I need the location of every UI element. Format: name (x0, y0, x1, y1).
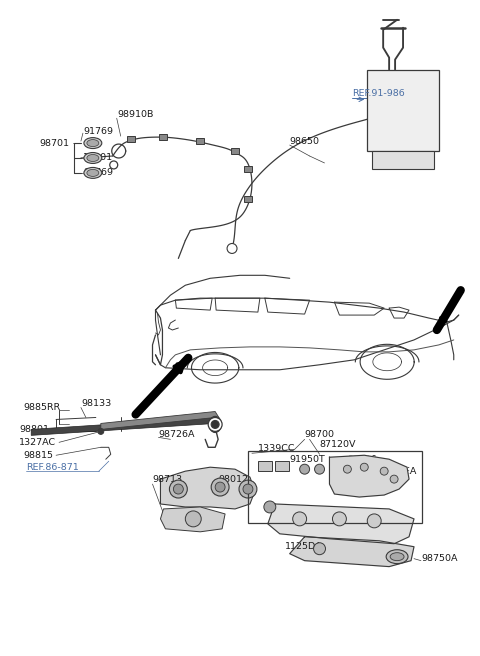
Text: 9885RR: 9885RR (23, 403, 60, 412)
Polygon shape (290, 537, 414, 567)
Bar (127, 136, 134, 142)
Circle shape (367, 514, 381, 528)
Bar (248, 451, 422, 523)
Polygon shape (101, 411, 220, 430)
Circle shape (239, 480, 257, 498)
Circle shape (390, 475, 398, 483)
Bar (244, 166, 252, 172)
Text: 98750A: 98750A (421, 554, 457, 563)
Circle shape (227, 243, 237, 253)
Circle shape (343, 465, 351, 473)
Polygon shape (31, 417, 215, 436)
Circle shape (380, 467, 388, 475)
Ellipse shape (84, 138, 102, 148)
Text: 98012: 98012 (218, 475, 248, 483)
Text: 98701: 98701 (39, 138, 69, 148)
Text: REF.91-986: REF.91-986 (352, 89, 405, 98)
Polygon shape (268, 504, 414, 544)
Circle shape (169, 480, 187, 498)
Text: 98700: 98700 (305, 430, 335, 439)
Text: 91769: 91769 (83, 169, 113, 177)
Circle shape (333, 512, 347, 526)
Bar (372, 151, 434, 169)
Circle shape (185, 511, 201, 527)
Circle shape (211, 420, 219, 428)
Text: 98650: 98650 (290, 136, 320, 146)
Text: 1327AC: 1327AC (19, 438, 57, 447)
Ellipse shape (390, 553, 404, 561)
Ellipse shape (87, 140, 99, 146)
Ellipse shape (84, 153, 102, 163)
Bar (196, 138, 204, 144)
Text: 98726A: 98726A (158, 430, 195, 439)
Text: 98815: 98815 (23, 451, 53, 460)
Circle shape (215, 482, 225, 492)
Circle shape (211, 478, 229, 496)
Circle shape (208, 417, 222, 432)
Text: 98710: 98710 (348, 455, 377, 464)
Ellipse shape (386, 550, 408, 564)
Bar (231, 148, 239, 154)
Circle shape (264, 501, 276, 513)
Circle shape (293, 512, 307, 526)
Bar (367, 70, 439, 151)
Ellipse shape (87, 155, 99, 161)
Circle shape (98, 428, 104, 434)
Text: 98910B: 98910B (118, 110, 154, 119)
Polygon shape (329, 455, 409, 497)
Text: 1339CC: 1339CC (258, 444, 295, 453)
Text: 17301: 17301 (83, 154, 113, 163)
Ellipse shape (84, 167, 102, 178)
Circle shape (243, 484, 253, 494)
Circle shape (300, 464, 310, 474)
Ellipse shape (209, 417, 221, 432)
Bar (159, 134, 168, 140)
Circle shape (360, 463, 368, 471)
Text: 1249EA: 1249EA (381, 466, 418, 476)
Circle shape (313, 543, 325, 555)
Circle shape (314, 464, 324, 474)
Text: 87120V: 87120V (320, 440, 356, 449)
Text: 98133: 98133 (81, 399, 111, 408)
Text: REF.86-871: REF.86-871 (26, 462, 79, 472)
Circle shape (110, 161, 118, 169)
Bar (275, 461, 288, 471)
Circle shape (173, 484, 183, 494)
Polygon shape (160, 467, 255, 509)
Polygon shape (160, 507, 225, 532)
Text: 91950T: 91950T (290, 455, 325, 464)
Text: 98713: 98713 (153, 475, 182, 483)
Bar (258, 461, 272, 471)
Text: 1125DA: 1125DA (285, 543, 323, 551)
Text: 91769: 91769 (83, 127, 113, 136)
Text: 98801: 98801 (19, 425, 49, 434)
Bar (244, 195, 252, 202)
Ellipse shape (87, 169, 99, 176)
